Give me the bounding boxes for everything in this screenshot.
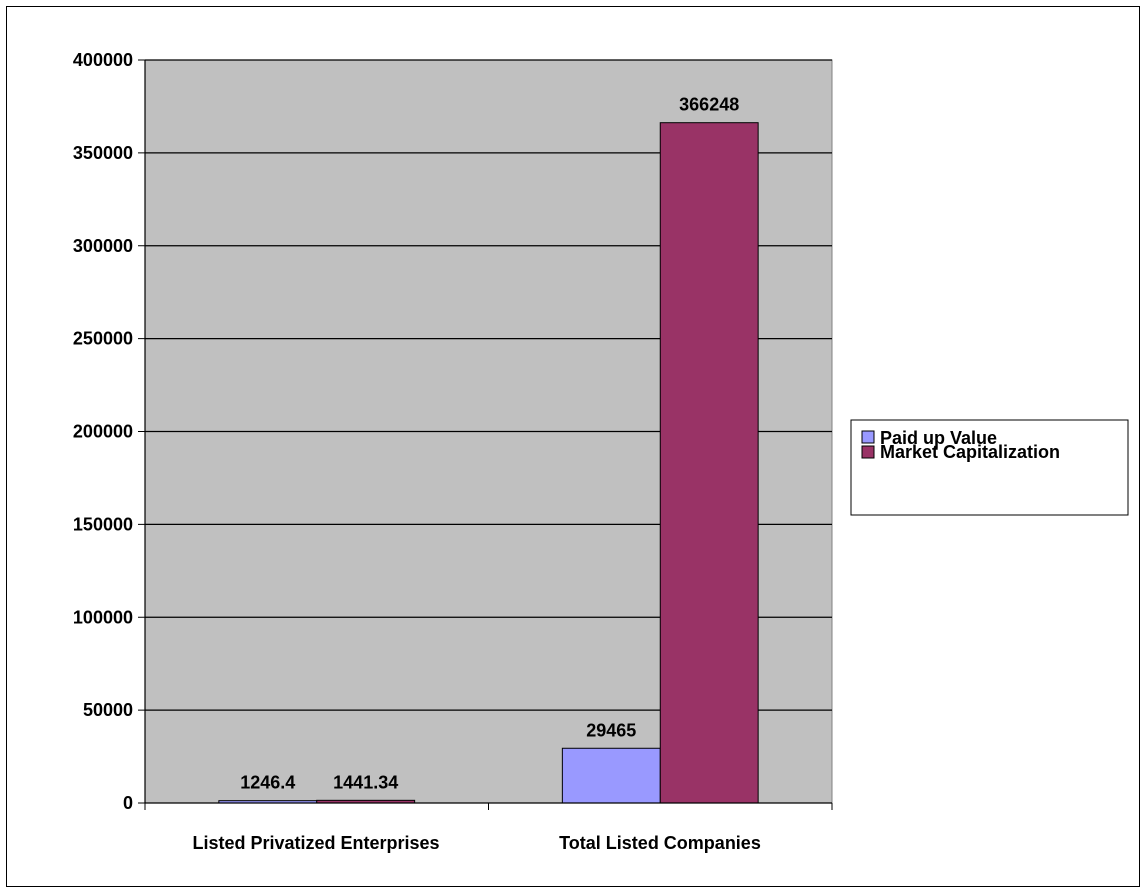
y-tick-label-100000: 100000 bbox=[73, 607, 133, 627]
data-label-market-capitalization-total-listed-companies: 366248 bbox=[679, 95, 739, 115]
axes: 0 50000 100000 150000 200000 250000 300000 3500… bbox=[73, 50, 833, 813]
y-tick-label-150000: 150000 bbox=[73, 514, 133, 534]
bars bbox=[218, 122, 759, 804]
y-tick-label-250000: 250000 bbox=[73, 329, 133, 349]
legend-label-market-capitalization: Market Capitalization bbox=[880, 442, 1060, 462]
legend-label-paid-up-value: Paid up Value bbox=[880, 428, 997, 448]
y-tick-label-50000: 50000 bbox=[83, 700, 133, 720]
data-label-paid-up-value-listed-privatized-enterprises: 1246.4 bbox=[240, 773, 295, 793]
legend: Paid up Value Market Capitalization bbox=[850, 419, 1129, 516]
bar-paid-up-value-total-listed-companies bbox=[561, 747, 661, 804]
bar-market-capitalization-total-listed-companies bbox=[659, 122, 759, 804]
y-tick-label-350000: 350000 bbox=[73, 143, 133, 163]
y-tick-label-0: 0 bbox=[123, 793, 133, 813]
y-tick-label-300000: 300000 bbox=[73, 236, 133, 256]
data-labels: 1246.4 1441.34 29465 366248 bbox=[240, 95, 739, 793]
legend-swatch-paid-up-value bbox=[861, 430, 875, 444]
y-tick-label-400000: 400000 bbox=[73, 50, 133, 70]
x-tick-labels: Listed Privatized Enterprises Total List… bbox=[192, 833, 760, 853]
legend-box bbox=[850, 419, 1129, 516]
x-tick-label-total-listed-companies: Total Listed Companies bbox=[559, 833, 761, 853]
legend-swatch-market-capitalization bbox=[861, 445, 875, 459]
y-tick-label-200000: 200000 bbox=[73, 422, 133, 442]
data-label-paid-up-value-total-listed-companies: 29465 bbox=[586, 720, 636, 740]
x-tick-label-listed-privatized-enterprises: Listed Privatized Enterprises bbox=[192, 833, 439, 853]
data-label-market-capitalization-listed-privatized-enterprises: 1441.34 bbox=[333, 772, 398, 792]
